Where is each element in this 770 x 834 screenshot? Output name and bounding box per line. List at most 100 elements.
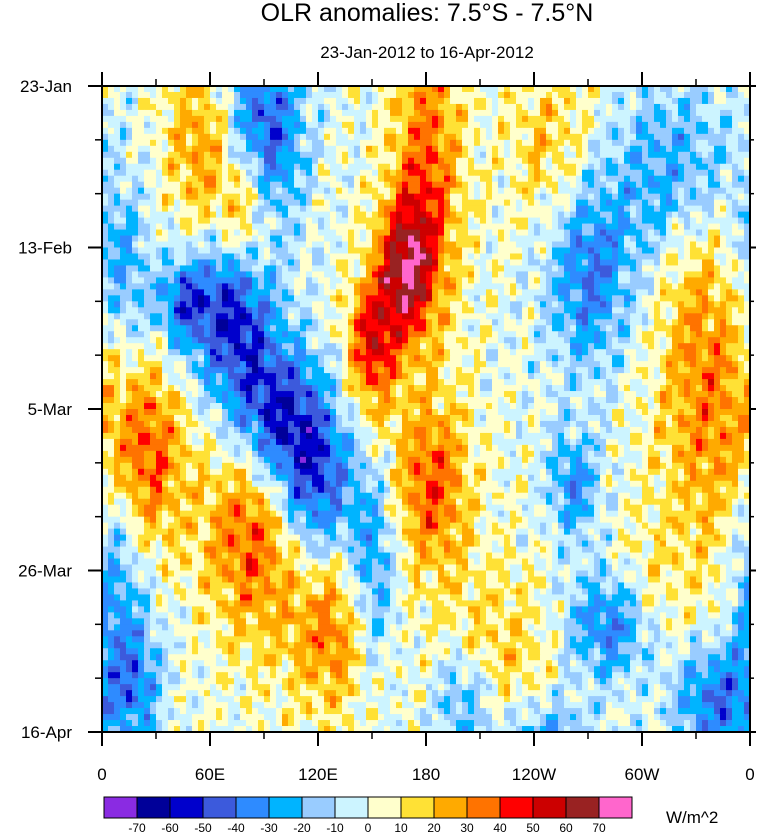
anomaly-cell [714, 313, 721, 320]
anomaly-cell [168, 271, 175, 278]
anomaly-cell [522, 355, 529, 362]
anomaly-cell [150, 151, 157, 159]
anomaly-cell [402, 157, 409, 165]
anomaly-cell [624, 319, 631, 326]
anomaly-cell [108, 361, 115, 368]
anomaly-cell [534, 289, 541, 296]
anomaly-cell [678, 193, 685, 201]
anomaly-cell [246, 91, 253, 99]
anomaly-cell [138, 259, 145, 266]
anomaly-cell [156, 355, 163, 362]
anomaly-cell [438, 349, 445, 356]
anomaly-cell [648, 181, 655, 189]
anomaly-cell [360, 349, 367, 356]
anomaly-cell [594, 295, 601, 302]
anomaly-cell [318, 295, 325, 302]
anomaly-cell [582, 325, 589, 332]
anomaly-cell [336, 199, 343, 207]
anomaly-cell [456, 163, 463, 171]
anomaly-cell [396, 133, 403, 141]
anomaly-cell [312, 133, 319, 141]
anomaly-cell [678, 187, 685, 195]
anomaly-cell [606, 331, 613, 338]
anomaly-cell [654, 229, 661, 236]
anomaly-cell [564, 199, 571, 207]
anomaly-cell [570, 169, 577, 177]
anomaly-cell [612, 241, 619, 248]
anomaly-cell [534, 193, 541, 201]
anomaly-cell [360, 211, 367, 218]
anomaly-cell [486, 223, 493, 230]
anomaly-cell [678, 145, 685, 153]
anomaly-cell [126, 343, 133, 350]
anomaly-cell [246, 271, 253, 278]
anomaly-cell [546, 289, 553, 296]
anomaly-cell [606, 145, 613, 153]
anomaly-cell [204, 133, 211, 141]
anomaly-cell [654, 253, 661, 260]
anomaly-cell [588, 229, 595, 236]
anomaly-cell [366, 247, 373, 254]
anomaly-cell [420, 277, 427, 284]
anomaly-cell [486, 163, 493, 171]
anomaly-cell [156, 145, 163, 153]
anomaly-cell [474, 217, 481, 224]
anomaly-cell [672, 319, 679, 326]
anomaly-cell [450, 265, 457, 272]
anomaly-cell [504, 331, 511, 338]
anomaly-cell [660, 145, 667, 153]
anomaly-cell [732, 313, 739, 320]
anomaly-cell [438, 343, 445, 350]
anomaly-cell [618, 241, 625, 248]
anomaly-cell [174, 103, 181, 111]
anomaly-cell [408, 223, 415, 230]
anomaly-cell [330, 181, 337, 189]
anomaly-cell [708, 331, 715, 338]
anomaly-cell [186, 241, 193, 248]
anomaly-cell [678, 283, 685, 290]
anomaly-cell [276, 241, 283, 248]
anomaly-cell [108, 307, 115, 314]
anomaly-cell [234, 163, 241, 171]
anomaly-cell [642, 205, 649, 213]
anomaly-cell [294, 223, 301, 230]
anomaly-cell [168, 355, 175, 362]
anomaly-cell [372, 157, 379, 165]
anomaly-cell [174, 289, 181, 296]
anomaly-cell [528, 289, 535, 296]
anomaly-cell [306, 139, 313, 147]
anomaly-cell [240, 277, 247, 284]
anomaly-cell [414, 109, 421, 117]
anomaly-cell [684, 241, 691, 248]
anomaly-cell [702, 349, 709, 356]
anomaly-cell [186, 97, 193, 105]
anomaly-cell [108, 151, 115, 159]
anomaly-cell [252, 133, 259, 141]
anomaly-cell [336, 133, 343, 141]
anomaly-cell [282, 97, 289, 105]
anomaly-cell [666, 211, 673, 218]
anomaly-cell [444, 133, 451, 141]
anomaly-cell [534, 325, 541, 332]
anomaly-cell [402, 163, 409, 171]
anomaly-cell [654, 349, 661, 356]
anomaly-cell [600, 289, 607, 296]
anomaly-cell [714, 169, 721, 177]
anomaly-cell [414, 331, 421, 338]
anomaly-cell [690, 283, 697, 290]
anomaly-cell [660, 91, 667, 99]
anomaly-cell [600, 283, 607, 290]
anomaly-cell [708, 121, 715, 129]
anomaly-cell [420, 169, 427, 177]
anomaly-cell [480, 247, 487, 254]
anomaly-cell [294, 187, 301, 195]
anomaly-cell [426, 199, 433, 207]
anomaly-cell [438, 265, 445, 272]
anomaly-cell [732, 235, 739, 242]
anomaly-cell [324, 259, 331, 266]
anomaly-cell [696, 277, 703, 284]
anomaly-cell [120, 163, 127, 171]
anomaly-cell [588, 103, 595, 111]
anomaly-cell [636, 175, 643, 183]
anomaly-cell [654, 133, 661, 141]
